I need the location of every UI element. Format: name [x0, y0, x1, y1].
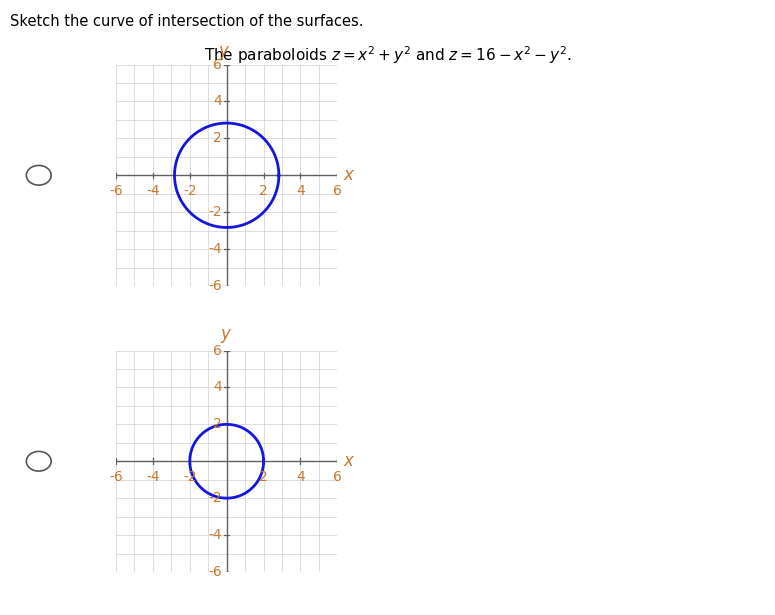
Text: 6: 6	[333, 183, 342, 197]
Text: Sketch the curve of intersection of the surfaces.: Sketch the curve of intersection of the …	[10, 14, 363, 28]
Text: $y$: $y$	[220, 327, 233, 345]
Text: -4: -4	[208, 528, 222, 542]
Text: $x$: $x$	[343, 166, 356, 184]
Text: -6: -6	[109, 183, 123, 197]
Text: $x$: $x$	[343, 452, 356, 470]
Text: 6: 6	[213, 344, 222, 357]
Text: 6: 6	[213, 58, 222, 71]
Text: -6: -6	[208, 565, 222, 579]
Text: 6: 6	[333, 470, 342, 483]
Text: -2: -2	[183, 470, 197, 483]
Text: -6: -6	[208, 279, 222, 293]
Text: -4: -4	[146, 470, 160, 483]
Text: 4: 4	[296, 183, 305, 197]
Text: -6: -6	[109, 470, 123, 483]
Text: 2: 2	[213, 132, 222, 145]
Text: 4: 4	[213, 95, 222, 108]
Text: 4: 4	[296, 470, 305, 483]
Text: -2: -2	[208, 491, 222, 505]
Text: -2: -2	[208, 205, 222, 219]
Text: -4: -4	[146, 183, 160, 197]
Text: 4: 4	[213, 381, 222, 394]
Text: 2: 2	[213, 418, 222, 431]
Text: 2: 2	[259, 470, 268, 483]
Text: -4: -4	[208, 242, 222, 256]
Text: -2: -2	[183, 183, 197, 197]
Text: The paraboloids $z = x^2 + y^2$ and $z = 16 - x^2 - y^2$.: The paraboloids $z = x^2 + y^2$ and $z =…	[204, 44, 571, 66]
Text: $y$: $y$	[218, 44, 231, 62]
Text: 2: 2	[259, 183, 268, 197]
